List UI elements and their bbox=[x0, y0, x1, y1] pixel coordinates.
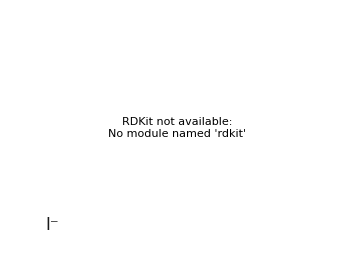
Text: I⁻: I⁻ bbox=[45, 216, 59, 234]
Text: RDKit not available:
No module named 'rdkit': RDKit not available: No module named 'rd… bbox=[108, 117, 246, 139]
